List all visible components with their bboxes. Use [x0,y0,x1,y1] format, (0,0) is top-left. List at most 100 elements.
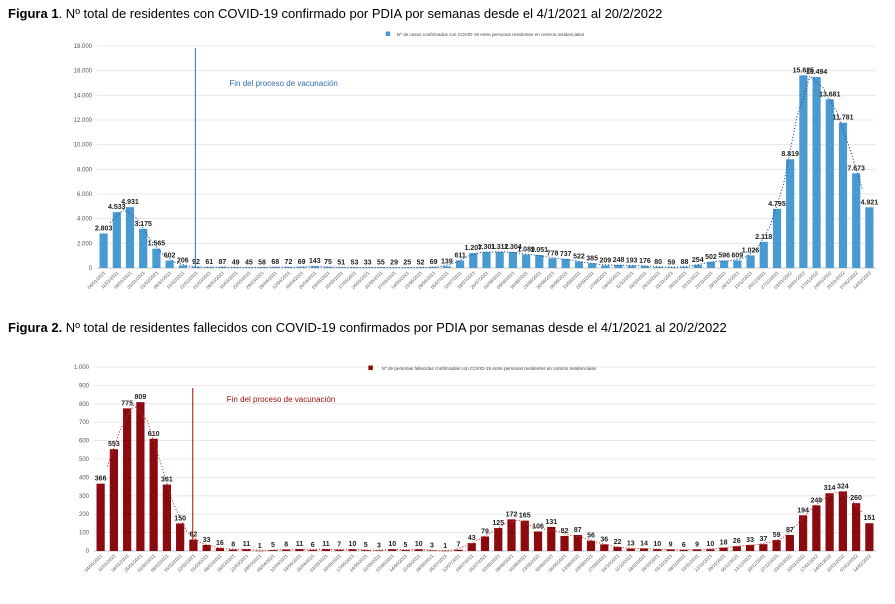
data-label: 29 [390,260,398,267]
bar [746,255,755,268]
bar [429,267,438,268]
data-label: 610 [148,431,160,438]
bar [467,543,476,551]
data-label: 209 [599,257,611,264]
data-label: 139 [441,258,453,265]
chart-2-trendline [106,404,864,552]
data-label: 366 [95,476,107,483]
bar [812,76,821,268]
chart-2-x-ticks: 04/01/202111/01/202118/01/202125/01/2021… [84,553,873,573]
data-label: 15.625 [793,67,815,74]
data-label: 4.795 [768,201,786,208]
bar [680,266,689,268]
bar [533,531,543,551]
data-label: 43 [468,535,476,542]
bar [215,548,225,551]
bar [454,549,463,551]
bar [229,549,238,551]
bar [838,122,848,269]
data-label: 7.673 [847,165,865,172]
data-label: 68 [271,259,279,266]
y-tick-label: 600 [79,439,90,445]
bar [337,267,346,268]
data-label: 9 [669,541,673,548]
data-label: 16 [216,540,224,547]
bar [852,503,861,551]
bar [653,549,662,551]
data-label: 4.533 [108,204,126,211]
y-tick-label: 16.000 [74,69,93,75]
figure-1-label: Figura 1 [8,6,59,21]
bar [574,261,584,268]
figure-2-label: Figura 2. [8,320,63,335]
chart-1-x-ticks: 04/01/202111/01/202118/01/202125/01/2021… [87,270,873,290]
data-label: 22 [614,539,622,546]
bar [798,515,808,551]
data-label: 75 [324,259,332,266]
bar [706,261,716,268]
bar [666,549,675,551]
data-label: 324 [837,483,849,490]
bar [469,253,478,268]
bar [231,267,240,268]
data-label: 8.819 [781,151,799,158]
data-label: 596 [718,253,730,260]
trendline [109,75,864,269]
bar [613,546,622,551]
data-label: 1.207 [465,245,483,252]
data-label: 58 [258,259,266,266]
bar [693,264,702,268]
figure-1-title: Figura 1. Nº total de residentes con COV… [8,6,662,21]
bar [162,484,172,551]
y-tick-label: 8.000 [77,167,93,173]
bar [614,264,623,268]
data-label: 59 [667,259,675,266]
bar [548,258,557,268]
data-label: 611 [454,252,465,259]
y-tick-label: 800 [79,402,90,408]
data-label: 11.781 [832,115,853,122]
data-label: 52 [417,259,425,266]
chart-2-legend: Nº de personas fallecidas confirmadas co… [368,365,597,371]
bar [573,534,582,551]
data-label: 737 [560,251,572,258]
data-label: 151 [864,515,876,522]
chart-1-y-ticks: 0 2.000 4.000 6.000 8.000 10.000 12.000 14.000 1… [74,44,93,272]
data-label: 2.118 [755,234,772,241]
bar [242,548,251,551]
data-label: 25 [403,260,411,267]
y-tick-label: 0 [89,266,93,272]
data-label: 5 [404,542,408,549]
data-label: 56 [587,533,595,540]
bar [745,544,755,551]
bar [494,528,503,551]
data-label: 143 [309,258,321,265]
data-label: 775 [121,400,133,407]
chart-1-annotation-group: Fin del proceso de vacunación [194,48,338,268]
chart-2-y-ticks: 0 100 200 300 400 500 600 700 800 900 1.000 [74,365,90,555]
bar [522,254,531,268]
data-label: 61 [205,259,213,266]
bar [535,255,544,268]
y-tick-label: 4.000 [77,217,93,223]
bar [772,540,781,551]
data-label: 15.494 [806,69,828,76]
bar [719,547,728,551]
data-label: 194 [797,507,809,514]
chart-1-bars [99,75,874,269]
bar [588,263,597,268]
bar [667,267,676,268]
y-tick-label: 2.000 [77,241,93,247]
figure-2-title: Figura 2. Nº total de residentes falleci… [8,320,727,335]
data-label: 45 [245,259,253,266]
data-label: 69 [298,259,306,266]
chart-1: 0 2.000 4.000 6.000 8.000 10.000 12.000 14.000 1… [74,31,878,290]
bar [136,402,145,551]
bar [202,544,211,551]
bar [388,549,397,551]
bar [165,260,174,268]
bar [626,548,635,551]
data-label: 206 [177,257,189,264]
data-label: 150 [174,515,186,522]
bar [706,549,715,551]
